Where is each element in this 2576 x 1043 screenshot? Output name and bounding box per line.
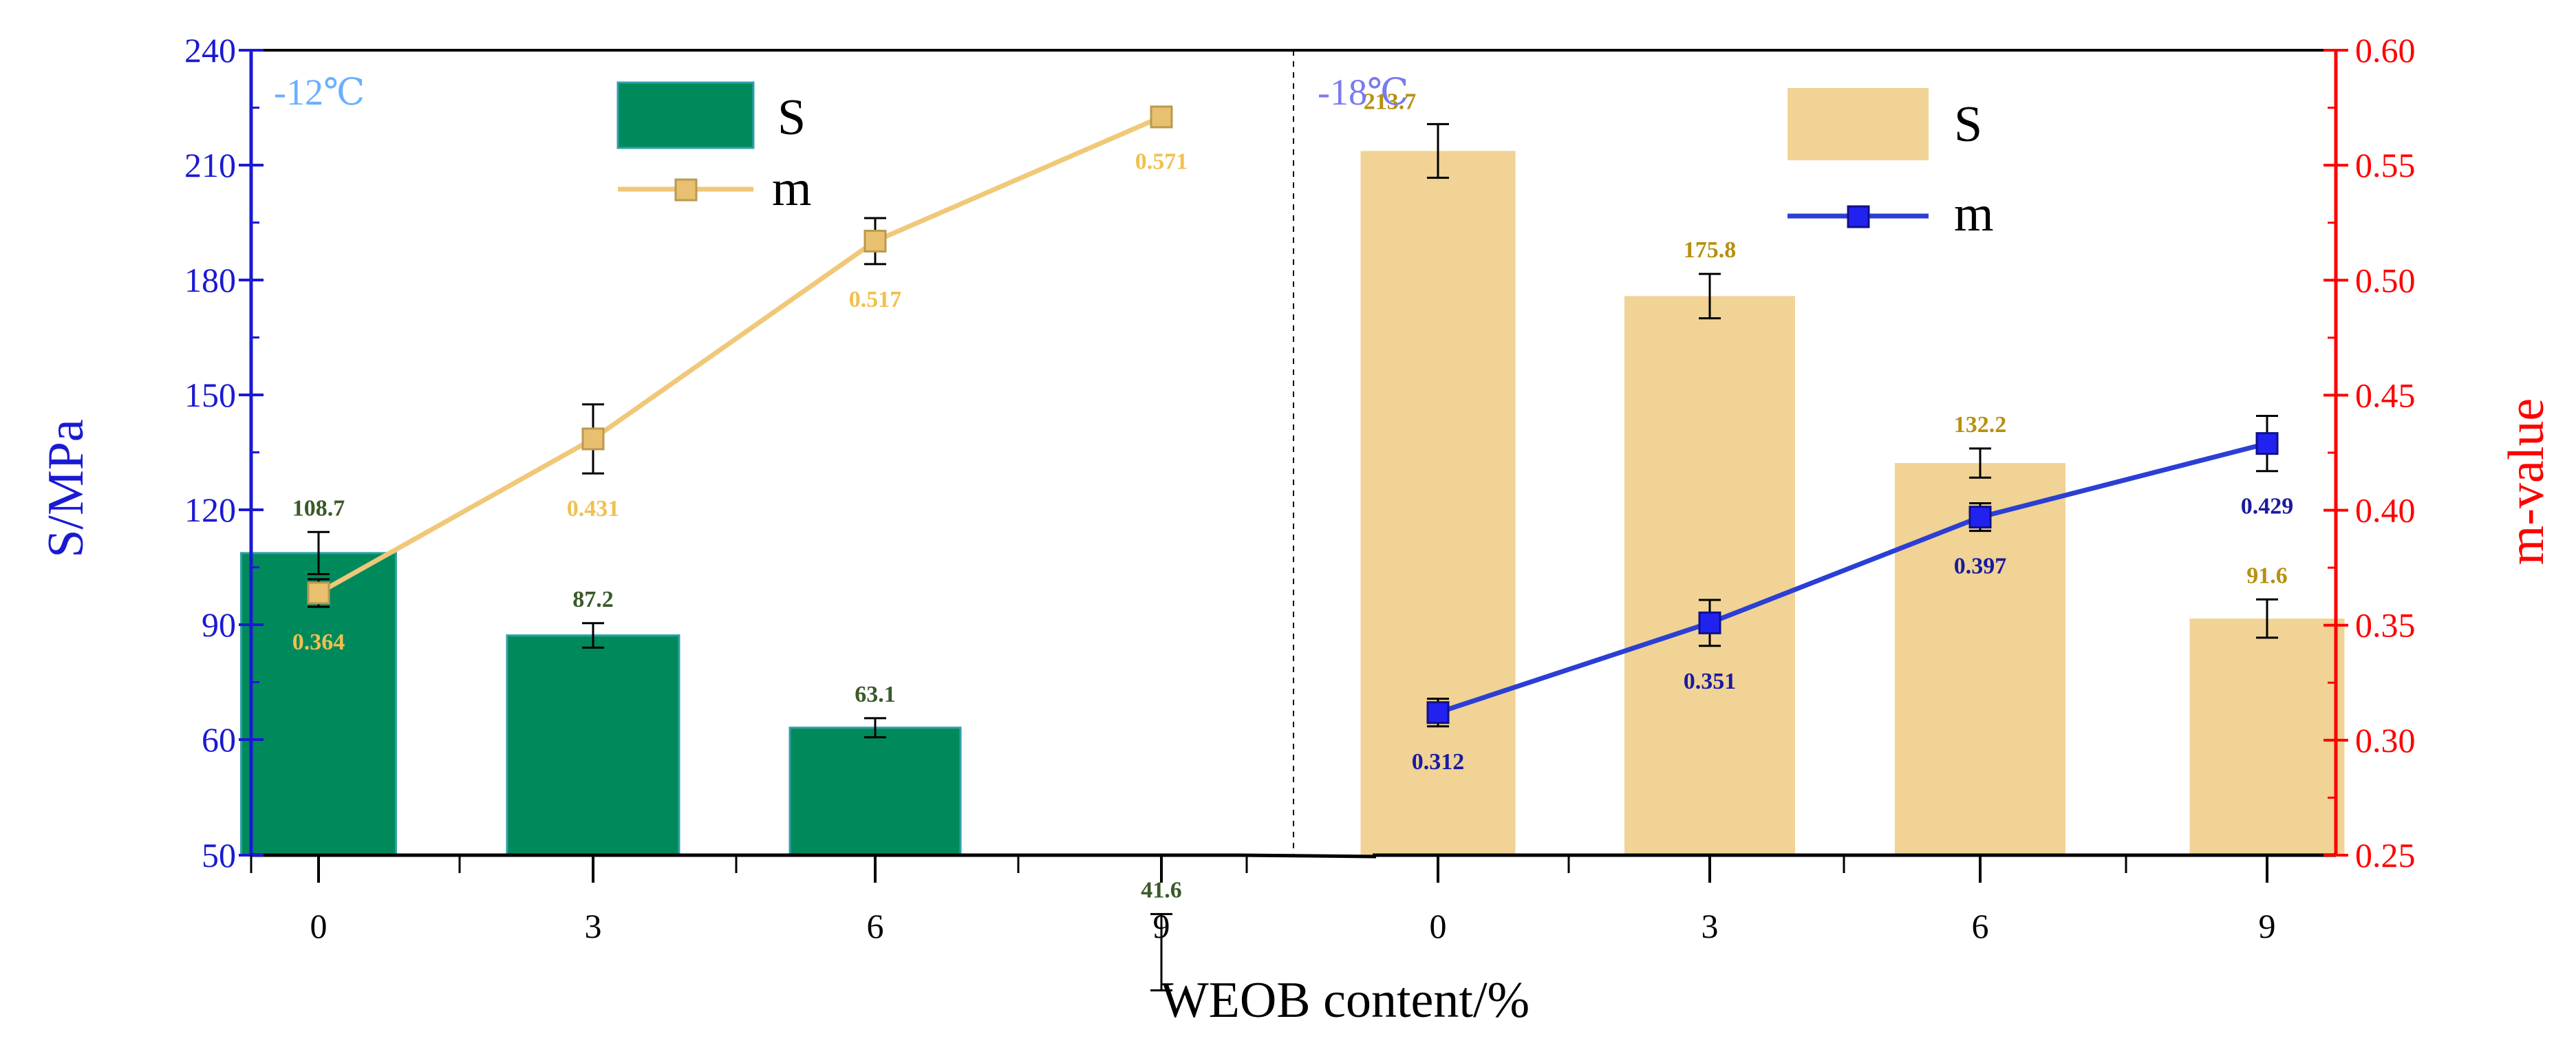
left-y-axis-title: S/MPa	[38, 419, 94, 558]
legend-m-marker-p1	[674, 178, 698, 202]
bar-p2-3	[1624, 296, 1795, 855]
x-tick-label: 3	[585, 907, 602, 945]
bar-p1-3	[506, 634, 680, 857]
legend-m-label-p2: m	[1954, 186, 1994, 242]
bar-p2-9	[2189, 619, 2345, 855]
right-y-tick-label: 0.35	[2355, 606, 2416, 645]
left-y-tick-label: 150	[184, 376, 236, 414]
panel-label-p1: -12℃	[274, 72, 365, 113]
m-marker-p2-6	[1968, 506, 1992, 529]
lines-layer	[307, 105, 2279, 728]
bar-value-label: 132.2	[1954, 412, 2007, 438]
m-value-label: 0.429	[2241, 494, 2294, 519]
bars-layer	[240, 122, 2345, 992]
m-value-label: 0.364	[292, 630, 345, 655]
x-tick-label: 3	[1702, 907, 1719, 945]
m-value-label: 0.571	[1135, 149, 1188, 174]
right-y-tick-label: 0.60	[2355, 31, 2416, 69]
bar-p1-6	[788, 727, 962, 857]
m-marker-p2-0	[1426, 701, 1450, 724]
m-marker-p1-0	[307, 581, 330, 605]
right-y-tick-label: 0.30	[2355, 721, 2416, 760]
legend-s-label-p2: S	[1954, 96, 1982, 153]
left-y-tick-label: 90	[202, 605, 236, 644]
x-tick-label: 0	[310, 907, 328, 945]
labels-layer: 108.7 87.2 63.1 41.6 0.364 0.431 0.517 0.571 -12…	[274, 72, 2293, 903]
legend-s-label-p1: S	[777, 89, 806, 146]
left-y-tick-label: 120	[184, 491, 236, 529]
x-axis-break-link	[1238, 853, 1377, 859]
m-value-label: 0.517	[849, 287, 902, 312]
m-value-label: 0.397	[1954, 554, 2007, 579]
bar-value-label: 91.6	[2246, 563, 2288, 588]
m-marker-p1-9	[1150, 105, 1173, 129]
left-y-tick-label: 50	[202, 836, 236, 874]
right-y-tick-label: 0.40	[2355, 491, 2416, 530]
m-line-p1	[317, 114, 1163, 595]
bar-value-label: 63.1	[855, 682, 896, 707]
left-y-tick-label: 180	[184, 261, 236, 299]
m-value-label: 0.312	[1412, 749, 1465, 775]
m-marker-p1-3	[581, 427, 605, 451]
legend-s-swatch-p2	[1788, 88, 1929, 160]
m-value-label: 0.431	[567, 496, 620, 522]
m-line-p2	[1437, 441, 2268, 716]
m-value-label: 0.351	[1684, 669, 1737, 694]
axes-layer: 5060901201501802102400.250.300.350.400.4…	[184, 31, 2416, 945]
bar-value-label: 175.8	[1684, 237, 1737, 263]
panel-label-p2: -18℃	[1318, 72, 1408, 113]
m-marker-p2-9	[2255, 432, 2279, 455]
m-marker-p2-3	[1698, 611, 1721, 634]
m-marker-p1-6	[863, 229, 887, 252]
bar-value-label: 87.2	[572, 587, 614, 612]
x-tick-label: 6	[867, 907, 884, 945]
legend-m-label-p1: m	[772, 160, 812, 217]
x-tick-label: 6	[1972, 907, 1989, 945]
left-y-tick-label: 210	[184, 146, 236, 184]
x-tick-label: 9	[2259, 907, 2276, 945]
x-axis-title: WEOB content/%	[1161, 972, 1530, 1029]
left-y-tick-label: 60	[202, 720, 236, 759]
x-tick-label: 0	[1430, 907, 1447, 945]
bar-p2-0	[1360, 151, 1516, 856]
legend-s-swatch-p1	[616, 81, 755, 149]
bar-value-label: 108.7	[292, 495, 345, 521]
right-y-tick-label: 0.25	[2355, 836, 2416, 874]
right-y-tick-label: 0.50	[2355, 261, 2416, 299]
right-y-tick-label: 0.45	[2355, 376, 2416, 414]
right-y-axis-title: m-value	[2498, 398, 2555, 565]
bar-value-label: 213.7	[1364, 89, 1417, 114]
x-tick-label: 9	[1153, 907, 1170, 945]
left-y-tick-label: 240	[184, 31, 236, 69]
bar-value-label: 41.6	[1141, 878, 1182, 903]
legend-m-marker-p2	[1847, 205, 1870, 228]
right-y-tick-label: 0.55	[2355, 146, 2416, 184]
